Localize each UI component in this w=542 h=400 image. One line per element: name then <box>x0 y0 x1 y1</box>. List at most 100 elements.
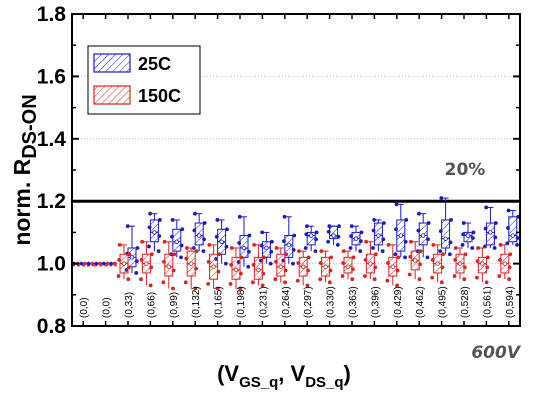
data-point-150c <box>216 269 221 274</box>
data-point-150c <box>305 283 310 288</box>
data-point-150c <box>452 274 457 278</box>
data-point-25c <box>505 241 510 246</box>
category-label: (0,561) <box>482 286 493 318</box>
data-point-150c <box>283 280 287 285</box>
data-point-150c <box>194 249 199 254</box>
baseline-point <box>105 261 110 266</box>
baseline-point <box>83 261 87 266</box>
threshold-label: 20% <box>445 160 486 180</box>
mean-marker-150c <box>121 261 127 266</box>
data-point-25c <box>148 211 153 216</box>
data-point-150c <box>239 255 244 260</box>
data-point-25c <box>425 255 430 260</box>
data-point-25c <box>157 234 162 239</box>
data-point-150c <box>229 262 234 267</box>
data-point-25c <box>225 227 229 232</box>
data-point-25c <box>348 246 353 250</box>
data-point-150c <box>206 259 211 264</box>
data-point-150c <box>127 252 132 257</box>
data-point-150c <box>363 257 368 262</box>
data-point-25c <box>223 261 228 266</box>
y-tick-label: 1.8 <box>37 3 67 26</box>
data-point-25c <box>157 218 162 222</box>
voltage-annotation: 600V <box>471 343 521 363</box>
data-point-25c <box>180 227 185 232</box>
data-point-25c <box>292 233 297 238</box>
data-point-150c <box>260 283 265 288</box>
legend-label-150c: 150C <box>138 86 181 106</box>
category-label: (0,198) <box>236 286 247 318</box>
data-point-25c <box>359 230 364 235</box>
data-point-25c <box>305 224 309 229</box>
data-point-150c <box>149 252 154 257</box>
category-label: (0,297) <box>303 286 314 318</box>
mean-marker-25c <box>443 236 448 241</box>
legend: 25C 150C <box>87 45 201 115</box>
data-point-150c <box>439 280 444 285</box>
data-point-25c <box>358 239 363 244</box>
data-point-25c <box>291 261 295 266</box>
mean-marker-25c <box>309 233 314 238</box>
y-axis-title: norm. RDS-ON <box>9 94 41 245</box>
baseline-point <box>90 261 95 266</box>
y-axis-ticks: 0.8 1.0 1.2 1.4 1.6 1.8 <box>37 3 520 338</box>
data-point-150c <box>417 277 422 282</box>
data-point-150c <box>430 257 435 262</box>
data-point-150c <box>273 277 278 282</box>
data-point-150c <box>408 254 413 259</box>
data-point-25c <box>448 240 453 245</box>
data-point-150c <box>140 239 145 244</box>
data-point-150c <box>318 277 323 282</box>
data-point-25c <box>337 224 341 229</box>
data-point-25c <box>326 229 331 234</box>
data-point-150c <box>418 249 423 254</box>
data-point-150c <box>171 268 176 273</box>
data-point-25c <box>515 236 520 240</box>
data-point-150c <box>498 257 502 262</box>
data-point-25c <box>314 237 318 242</box>
data-point-150c <box>318 261 323 265</box>
baseline-point <box>94 261 99 266</box>
data-point-25c <box>438 249 443 254</box>
data-point-150c <box>497 274 502 278</box>
data-point-25c <box>170 234 174 239</box>
data-point-150c <box>363 274 367 278</box>
data-point-150c <box>462 265 467 270</box>
data-point-150c <box>328 268 333 273</box>
data-point-150c <box>162 239 167 244</box>
data-point-150c <box>373 265 378 270</box>
category-label: (0,363) <box>348 286 359 318</box>
data-point-25c <box>269 249 274 254</box>
data-point-150c <box>274 246 279 250</box>
data-point-25c <box>147 225 152 230</box>
mean-marker-150c <box>390 264 395 269</box>
mean-marker-150c <box>144 261 149 266</box>
data-point-25c <box>179 243 184 248</box>
category-label: (0,396) <box>370 286 381 318</box>
category-label: (0,264) <box>281 286 292 318</box>
mean-marker-25c <box>219 239 224 244</box>
data-point-150c <box>207 242 212 247</box>
x-axis-title: (VGS_q, VDS_q) <box>217 361 351 391</box>
data-point-150c <box>431 242 436 247</box>
y-tick-label: 1.2 <box>37 190 66 213</box>
data-point-25c <box>461 232 466 237</box>
data-point-25c <box>215 218 220 222</box>
data-point-25c <box>147 244 151 249</box>
data-point-25c <box>202 221 207 225</box>
mean-marker-25c <box>152 230 157 235</box>
mean-marker-25c <box>488 230 493 235</box>
mean-marker-25c <box>353 236 359 241</box>
data-point-150c <box>485 255 490 260</box>
category-label: (0,0) <box>79 297 90 318</box>
data-point-25c <box>403 239 408 244</box>
data-point-25c <box>179 255 183 260</box>
data-point-25c <box>461 221 466 225</box>
data-point-25c <box>449 218 453 222</box>
data-point-25c <box>380 249 385 254</box>
mean-marker-150c <box>413 258 418 263</box>
data-point-150c <box>350 267 355 272</box>
data-point-25c <box>416 228 421 233</box>
data-point-150c <box>373 252 378 257</box>
data-point-25c <box>381 237 386 242</box>
